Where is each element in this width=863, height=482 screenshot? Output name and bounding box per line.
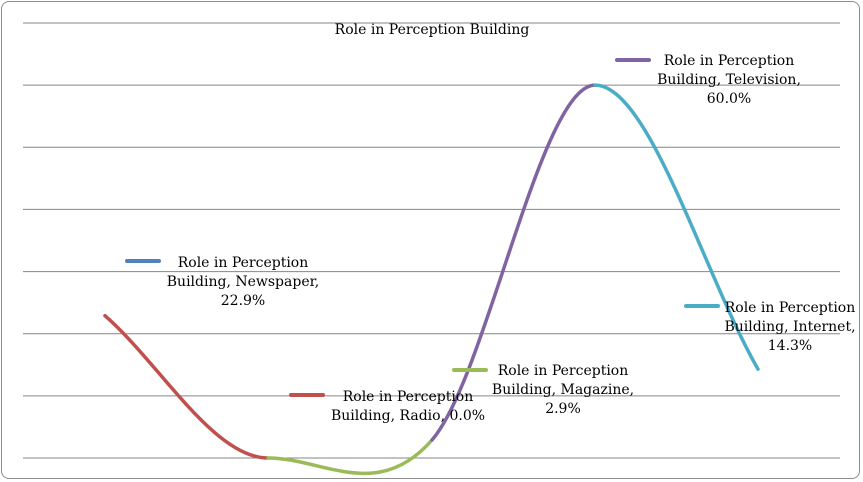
data-label-television: Role in Perception Building, Television, 6… (615, 53, 801, 107)
data-label-line: Role in Perception (725, 300, 856, 316)
line-segment-television-to-internet (593, 83, 760, 371)
data-label-line: 14.3% (768, 338, 812, 354)
data-label-line: Role in Perception (343, 389, 474, 405)
line-segment-radio-to-magazine (266, 438, 434, 476)
chart-title: Role in Perception Building (335, 22, 530, 38)
line-segment-magazine-to-television (430, 83, 597, 442)
data-label-line: Building, Newspaper, (167, 274, 319, 290)
line-segment-newspaper-to-radio (103, 313, 270, 460)
data-labels: Role in Perception Building, Newspaper, 22… (125, 53, 856, 424)
series-line (103, 83, 760, 476)
data-label-line: 22.9% (221, 293, 265, 309)
data-label-line: Building, Internet, (724, 319, 855, 335)
data-label-line: Building, Magazine, (492, 382, 634, 398)
data-label-line: Role in Perception (498, 363, 629, 379)
data-label-line: 2.9% (545, 401, 581, 417)
data-label-magazine: Role in Perception Building, Magazine, 2.9… (452, 363, 634, 417)
data-label-line: Building, Radio, 0.0% (331, 408, 485, 424)
data-label-line: Role in Perception (178, 255, 309, 271)
data-label-line: Building, Television, (657, 72, 801, 88)
data-label-radio: Role in Perception Building, Radio, 0.0% (289, 389, 485, 424)
data-label-newspaper: Role in Perception Building, Newspaper, 22… (125, 255, 319, 309)
data-label-line: 60.0% (707, 91, 751, 107)
data-label-line: Role in Perception (664, 53, 795, 69)
data-label-internet: Role in Perception Building, Internet, 14.… (684, 300, 856, 354)
gridlines (23, 22, 840, 459)
